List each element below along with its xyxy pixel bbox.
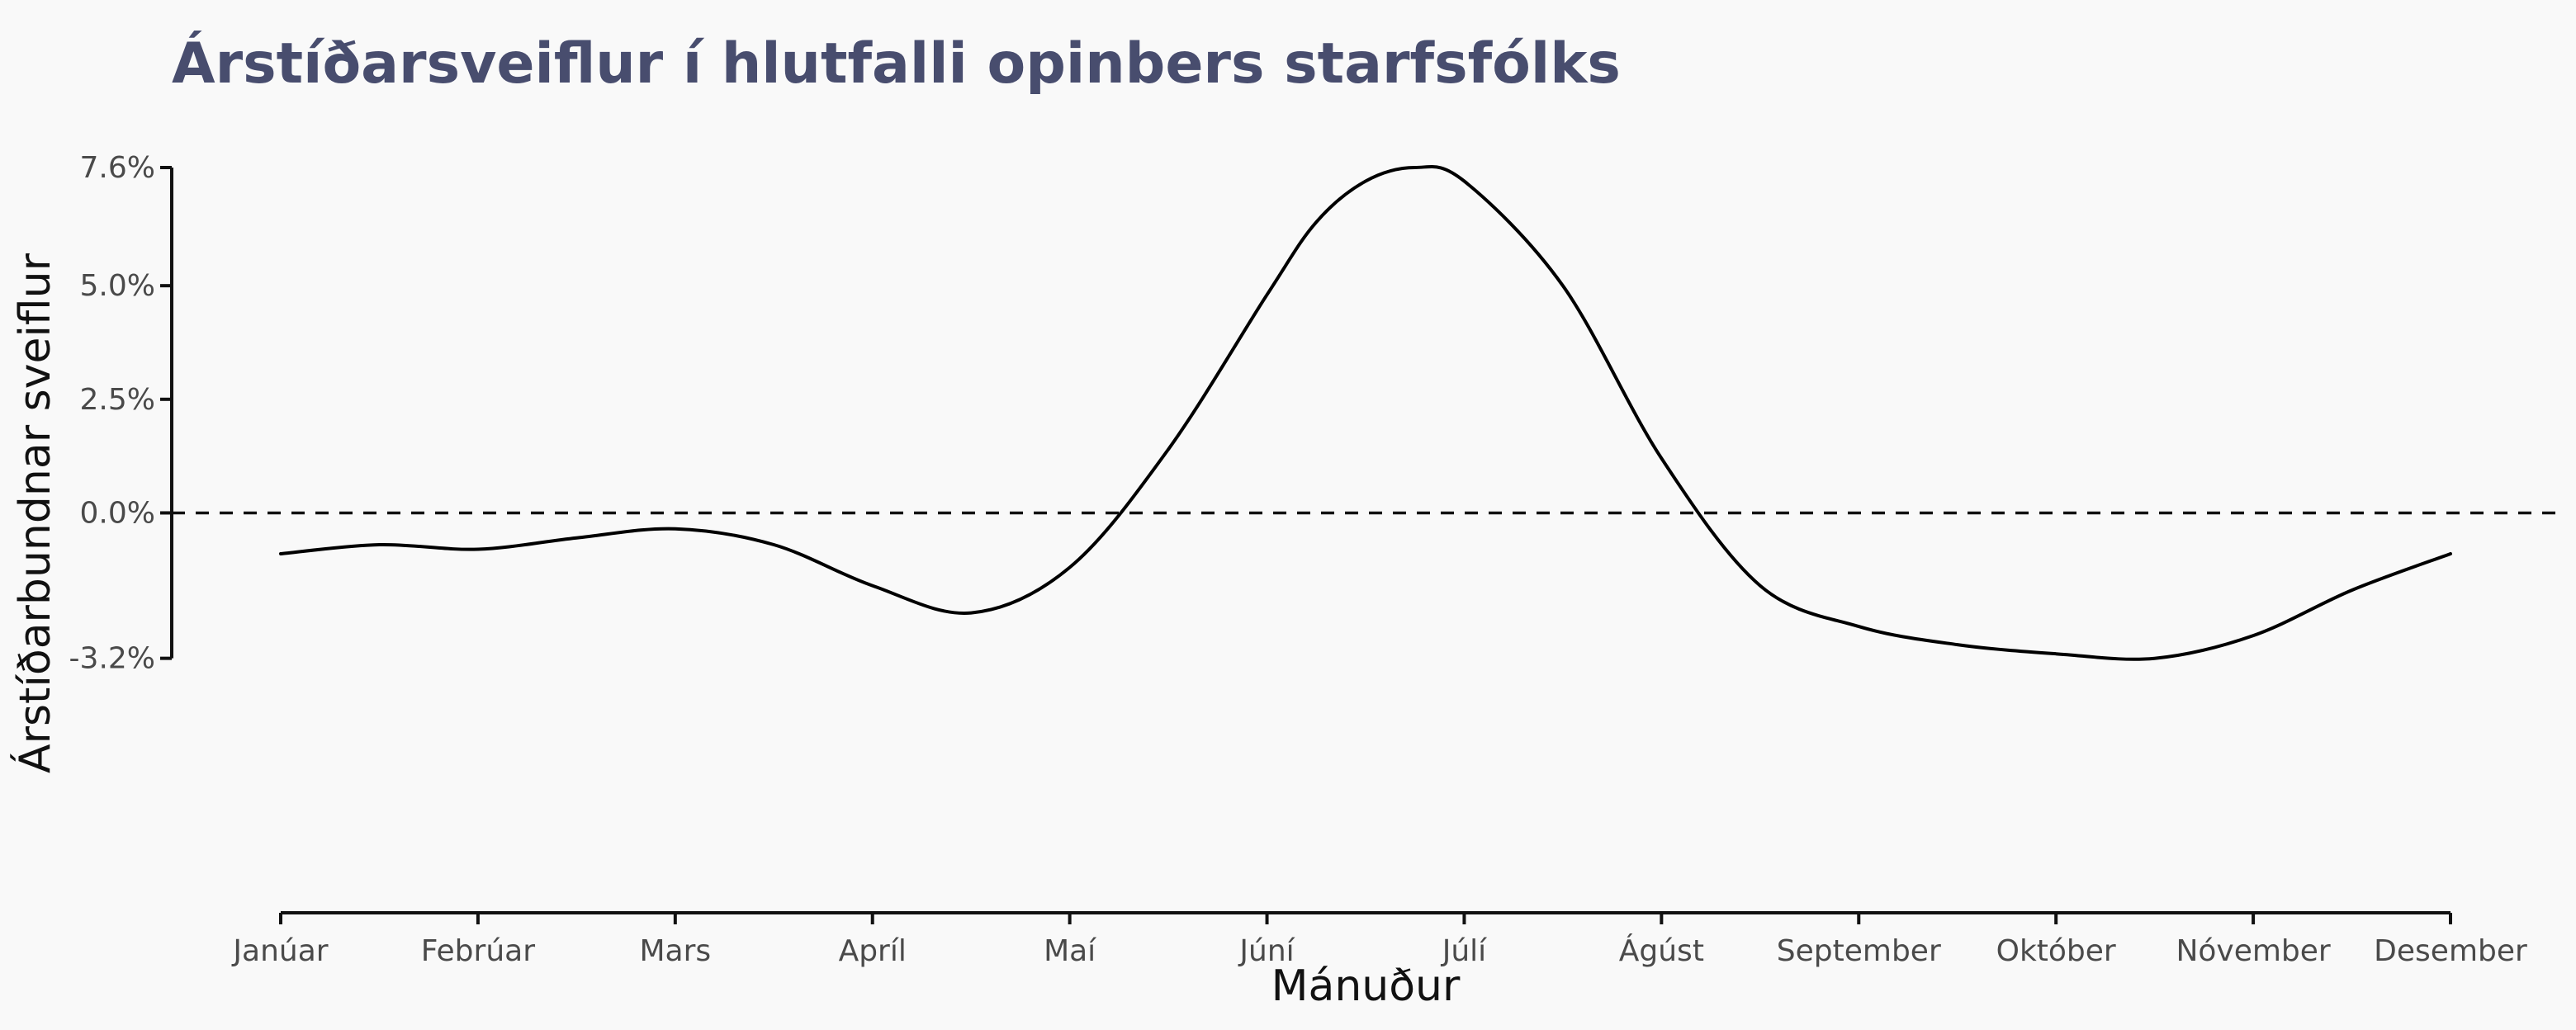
y-tick-label: 7.6% — [80, 151, 155, 185]
x-tick-label: September — [1777, 934, 1941, 968]
y-tick-label: 0.0% — [80, 496, 155, 530]
x-tick-label: Október — [1996, 934, 2116, 968]
y-tick-label: 5.0% — [80, 269, 155, 303]
x-tick-label: Maí — [1044, 934, 1096, 968]
x-tick-label: Janúar — [231, 934, 328, 968]
x-tick-label: Nóvember — [2176, 934, 2330, 968]
x-tick-label: Desember — [2374, 934, 2527, 968]
chart-title: Árstíðarsveiflur í hlutfalli opinbers st… — [172, 31, 1621, 97]
x-tick-label: Febrúar — [421, 934, 535, 968]
x-tick-label: Júlí — [1441, 934, 1487, 968]
x-tick-label: Ágúst — [1619, 933, 1704, 968]
y-tick-label: -3.2% — [69, 642, 155, 676]
y-axis-title: Árstíðarbundnar sveiflur — [10, 253, 60, 773]
x-axis-title: Mánuður — [1271, 961, 1461, 1011]
y-tick-label: 2.5% — [80, 383, 155, 417]
y-axis: 7.6% 5.0% 2.5% 0.0% -3.2% — [69, 151, 173, 676]
series-line — [279, 164, 2452, 661]
x-axis: Janúar Febrúar Mars Apríl Maí Júní Júlí Ágúst Se… — [231, 911, 2527, 968]
x-tick-label: Apríl — [839, 934, 907, 968]
x-tick-label: Júní — [1238, 934, 1295, 968]
x-tick-label: Mars — [639, 934, 711, 968]
